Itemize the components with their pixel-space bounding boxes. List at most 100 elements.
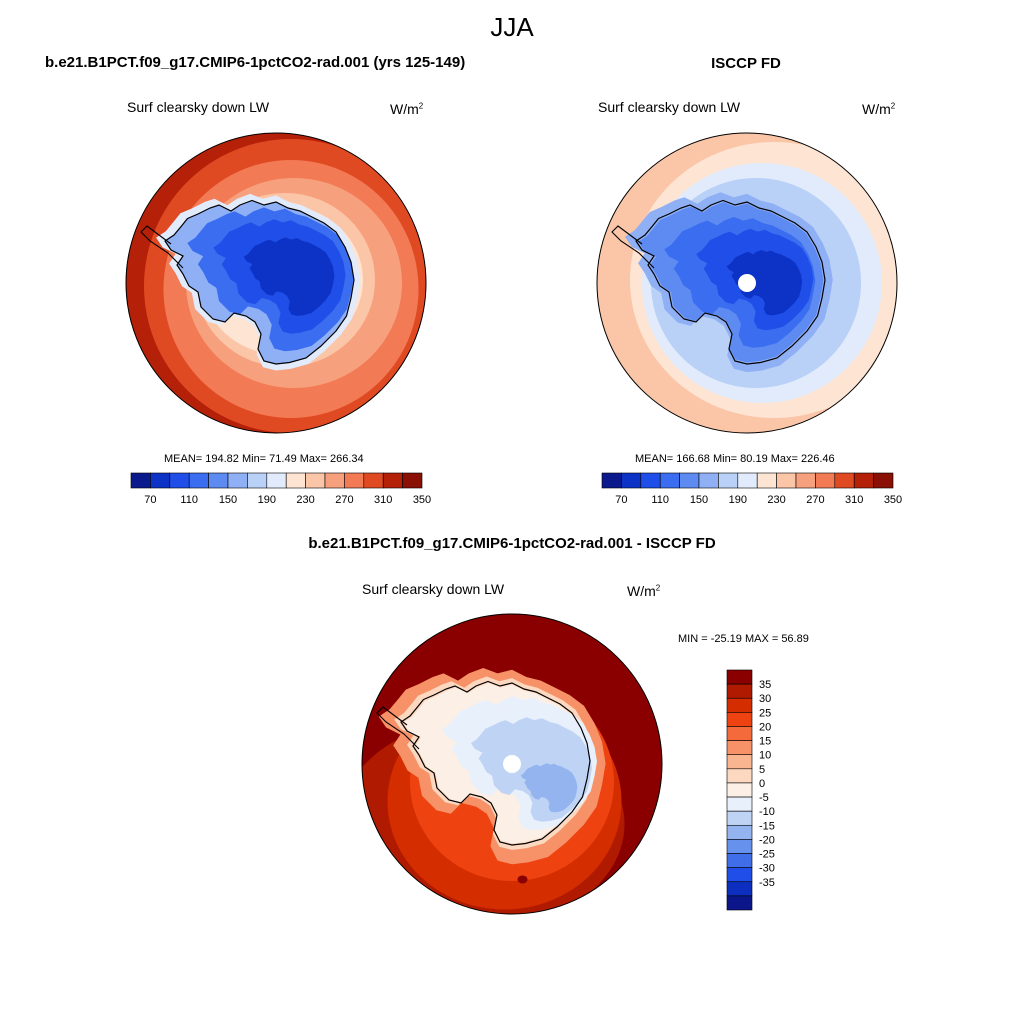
- model-colorbar-tick-label: 350: [413, 494, 431, 506]
- model-panel-title: b.e21.B1PCT.f09_g17.CMIP6-1pctCO2-rad.00…: [45, 54, 466, 71]
- diff-map-border: [361, 613, 663, 915]
- diff-colorbar-tick-label: -10: [759, 806, 775, 818]
- diff-colorbar-tick-label: -25: [759, 849, 775, 861]
- model-colorbar-swatch: [208, 472, 229, 489]
- obs-units-base: W/m: [862, 101, 891, 117]
- obs-contour-85: [726, 250, 803, 316]
- model-colorbar-swatch: [305, 472, 326, 489]
- diff-map: [362, 614, 662, 914]
- diff-colorbar-swatch: [726, 683, 753, 699]
- obs-colorbar-swatch: [776, 472, 797, 489]
- diff-stats: MIN = -25.19 MAX = 56.89: [678, 633, 809, 645]
- diff-colorbar-tick-label: -20: [759, 834, 775, 846]
- model-colorbar-swatch: [382, 472, 403, 489]
- obs-colorbar-tick-label: 150: [690, 494, 708, 506]
- model-variable-label: Surf clearsky down LW: [127, 99, 270, 115]
- diff-colorbar-tick-label: -35: [759, 877, 775, 889]
- model-colorbar-tick-label: 230: [296, 494, 314, 506]
- obs-pole-missing: [738, 274, 756, 292]
- obs-units-exp: 2: [890, 101, 896, 111]
- diff-colorbar-swatch: [726, 712, 753, 727]
- diff-colorbar-tick-label: 10: [759, 750, 771, 762]
- obs-colorbar-swatch: [815, 472, 836, 489]
- diff-colorbar-tick-label: 35: [759, 679, 771, 691]
- diff-colorbar-swatch: [726, 853, 753, 868]
- diff-colorbar-swatch: [726, 810, 753, 826]
- obs-peninsula: [611, 225, 655, 269]
- diff-units-base: W/m: [627, 583, 656, 599]
- diff-colorbar-swatch: [726, 768, 753, 784]
- diff-colorbar-tick-label: -30: [759, 863, 775, 875]
- diff-peninsula: [376, 706, 420, 750]
- diff-colorbar-swatch: [726, 895, 753, 911]
- diff-variable-label: Surf clearsky down LW: [362, 581, 505, 597]
- diff-colorbar-swatch: [726, 839, 753, 854]
- model-colorbar-swatch: [285, 472, 306, 489]
- diff-colorbar-tick-label: -15: [759, 820, 775, 832]
- diff-colorbar-tick-label: 25: [759, 707, 771, 719]
- model-colorbar-swatch: [402, 472, 423, 489]
- obs-colorbar-tick-label: 70: [615, 494, 627, 506]
- obs-colorbar-swatch: [601, 472, 622, 489]
- diff-speck: [517, 875, 528, 884]
- obs-colorbar-swatch: [873, 472, 894, 489]
- diff-colorbar-swatch: [726, 726, 753, 741]
- diff-colorbar-tick-label: -5: [759, 792, 769, 804]
- diff-pole-missing: [503, 755, 521, 773]
- obs-variable-label: Surf clearsky down LW: [598, 99, 741, 115]
- diff-colorbar-tick-label: 5: [759, 764, 765, 776]
- model-units-base: W/m: [390, 101, 419, 117]
- obs-map-border: [596, 132, 898, 434]
- diff-coastline: [400, 680, 591, 846]
- obs-stats: MEAN= 166.68 Min= 80.19 Max= 226.46: [635, 453, 835, 465]
- model-colorbar-tick-label: 150: [219, 494, 237, 506]
- model-stats: MEAN= 194.82 Min= 71.49 Max= 266.34: [164, 453, 364, 465]
- obs-colorbar-swatch: [698, 472, 719, 489]
- diff-units-exp: 2: [655, 583, 661, 593]
- diff-colorbar-tick-label: 20: [759, 722, 771, 734]
- model-map: [126, 133, 426, 433]
- obs-colorbar-swatch: [737, 472, 758, 489]
- model-colorbar-swatch: [266, 472, 287, 489]
- model-colorbar-swatch: [247, 472, 268, 489]
- model-colorbar-swatch: [169, 472, 190, 489]
- obs-colorbar-swatch: [621, 472, 642, 489]
- diff-colorbar-swatch: [726, 669, 753, 685]
- model-colorbar-tick-label: 310: [374, 494, 392, 506]
- obs-colorbar-swatch: [718, 472, 739, 489]
- obs-colorbar-swatch: [679, 472, 700, 489]
- model-colorbar-swatch: [324, 472, 345, 489]
- diff-panel-title: b.e21.B1PCT.f09_g17.CMIP6-1pctCO2-rad.00…: [308, 535, 716, 552]
- model-map-border: [125, 132, 427, 434]
- obs-colorbar-swatch: [659, 472, 680, 489]
- diff-colorbar-swatch: [726, 782, 753, 798]
- model-colorbar-tick-label: 70: [144, 494, 156, 506]
- model-contour-80: [243, 237, 335, 316]
- diff-colorbar-swatch: [726, 754, 753, 770]
- diff-colorbar-swatch: [726, 740, 753, 756]
- model-colorbar-swatch: [188, 472, 209, 489]
- diff-colorbar-tick-label: 30: [759, 693, 771, 705]
- figure-title: JJA: [490, 12, 534, 42]
- obs-colorbar-swatch: [853, 472, 874, 489]
- model-colorbar-swatch: [150, 472, 171, 489]
- obs-colorbar-swatch: [795, 472, 816, 489]
- obs-colorbar-tick-label: 310: [845, 494, 863, 506]
- model-colorbar-swatch: [227, 472, 248, 489]
- obs-colorbar-tick-label: 190: [729, 494, 747, 506]
- model-coastline: [164, 199, 355, 365]
- diff-colorbar-swatch: [726, 796, 753, 812]
- model-colorbar-swatch: [363, 472, 384, 489]
- model-colorbar-swatch: [344, 472, 365, 489]
- diff-colorbar-tick-label: 15: [759, 736, 771, 748]
- obs-colorbar-swatch: [756, 472, 777, 489]
- model-colorbar-tick-label: 190: [258, 494, 276, 506]
- model-colorbar-tick-label: 270: [335, 494, 353, 506]
- model-units-exp: 2: [418, 101, 424, 111]
- diff-colorbar-swatch: [726, 697, 753, 713]
- diff-units-label: W/m2: [627, 583, 660, 599]
- diff-colorbar-swatch: [726, 867, 753, 883]
- model-peninsula: [140, 225, 184, 269]
- diff-colorbar-swatch: [726, 824, 753, 840]
